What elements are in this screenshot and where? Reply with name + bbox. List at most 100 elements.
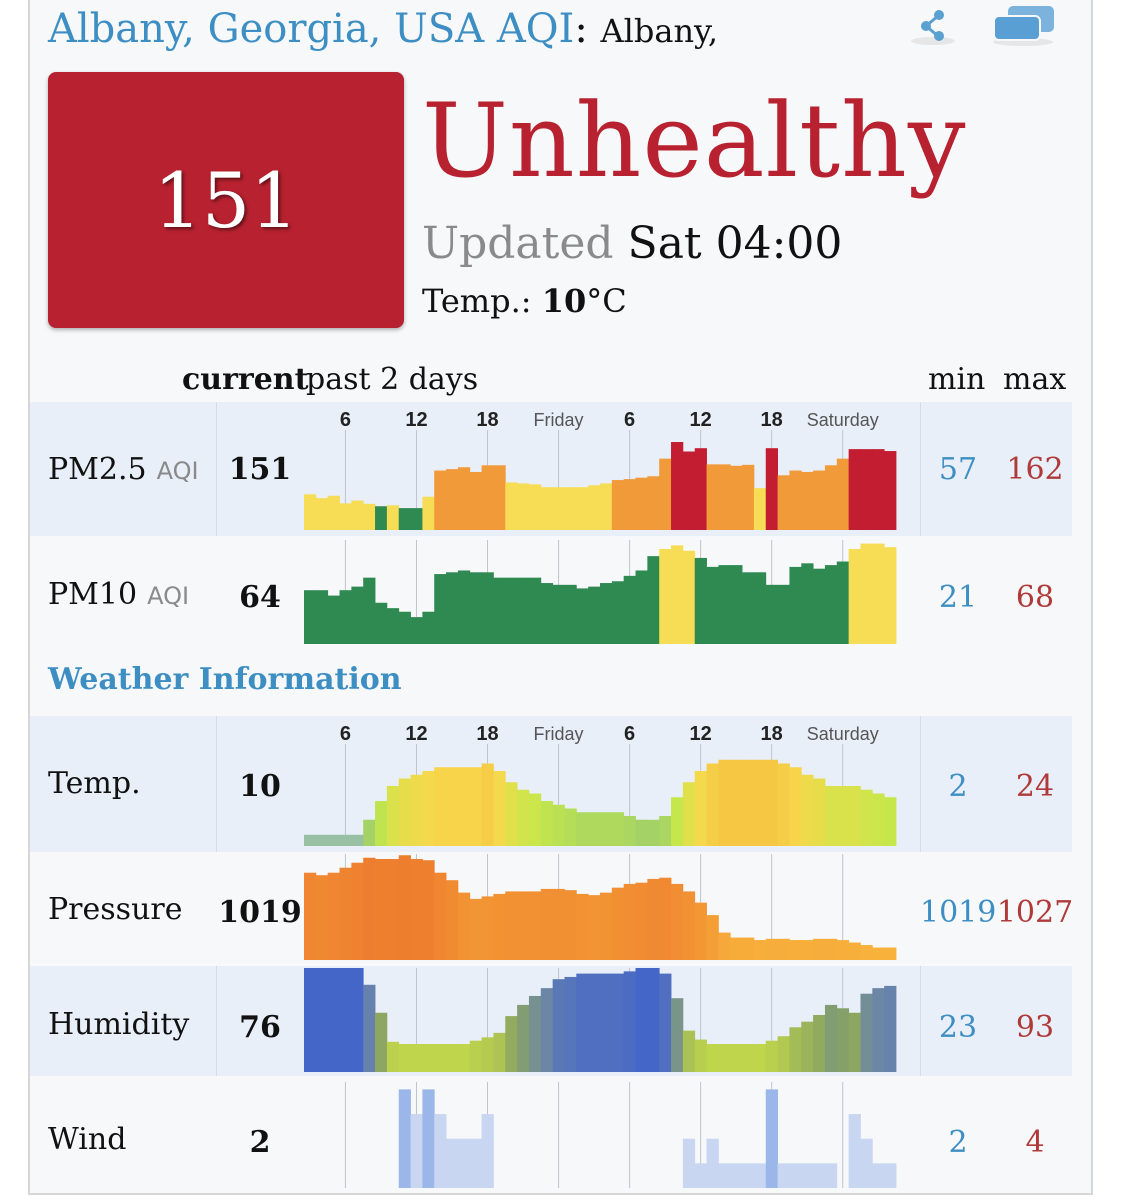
pm10-chart xyxy=(304,540,910,644)
pm10-bar xyxy=(375,602,388,644)
pressure-bar xyxy=(694,902,707,960)
pm25-bar xyxy=(742,464,755,530)
pm10-bar xyxy=(848,548,861,644)
temp-bar xyxy=(824,786,838,846)
pressure-bar xyxy=(742,937,755,960)
temp-bar xyxy=(694,771,707,846)
temp-bar xyxy=(327,834,340,846)
temp-min: 2 xyxy=(948,769,968,804)
wind-bar xyxy=(422,1089,435,1188)
pm25-bar xyxy=(576,487,589,530)
temp-bar xyxy=(528,793,542,846)
pm25-sub: AQI xyxy=(156,457,199,485)
temp-bar xyxy=(315,834,329,846)
pressure-bar xyxy=(777,938,790,960)
temp-bar xyxy=(446,767,459,846)
pm10-bar xyxy=(730,565,743,644)
pm25-axis-label: 18 xyxy=(476,409,498,431)
pressure-bar xyxy=(659,877,672,960)
pressure-min: 1019 xyxy=(920,895,997,930)
temp-bar xyxy=(682,782,696,846)
pressure-chart xyxy=(304,854,910,960)
temp-bar xyxy=(789,767,802,846)
pm10-bar xyxy=(410,617,423,644)
temp-bar xyxy=(339,834,352,846)
pm10-bar xyxy=(540,583,554,644)
pm25-min: 57 xyxy=(938,452,978,487)
humidity-max: 93 xyxy=(1015,1010,1055,1045)
pm25-bar xyxy=(564,487,577,530)
pm25-bar xyxy=(611,480,625,530)
wind-chart xyxy=(304,1082,910,1188)
chat-icon[interactable] xyxy=(988,4,1058,46)
humidity-bar xyxy=(375,1012,388,1072)
aqi-status: Unhealthy xyxy=(422,82,967,201)
pm10-bar xyxy=(457,570,471,644)
pressure-bar xyxy=(872,947,885,960)
humidity-bar xyxy=(339,968,352,1072)
pm10-bar xyxy=(434,574,447,644)
humidity-bar xyxy=(789,1027,802,1072)
pressure-bar xyxy=(813,938,826,960)
pressure-bar xyxy=(718,932,731,960)
temp-axis-label: 6 xyxy=(340,723,351,745)
aqi-value-box: 151 xyxy=(48,72,404,328)
pm10-bar xyxy=(872,543,885,644)
temp-bar xyxy=(540,801,554,846)
pm25-bar xyxy=(528,484,542,530)
pressure-bar xyxy=(765,938,778,960)
pm10-bar xyxy=(801,563,814,644)
pm10-bar xyxy=(552,584,565,644)
pm10-min: 21 xyxy=(938,580,978,615)
pm25-max: 162 xyxy=(1006,452,1064,487)
temperature-line: Temp.: 10°C xyxy=(422,282,627,320)
pm25-bar xyxy=(659,458,672,530)
share-icon[interactable] xyxy=(908,4,958,46)
pressure-bar xyxy=(375,858,388,960)
temp-axis-label: 12 xyxy=(405,723,427,745)
pm10-chart-svg xyxy=(304,540,897,644)
humidity-bar xyxy=(765,1040,778,1072)
pm10-bar xyxy=(753,572,767,644)
pressure-bar xyxy=(848,942,861,960)
pm25-axis-label: 12 xyxy=(690,409,712,431)
humidity-bar xyxy=(860,993,873,1072)
pressure-bar xyxy=(481,896,494,960)
temp-bar xyxy=(351,834,364,846)
pm10-bar xyxy=(659,548,672,644)
pm10-bar xyxy=(884,547,897,644)
humidity-current: 76 xyxy=(239,1010,281,1045)
pm25-chart: 6 12 18 Friday 6 12 18 Saturday xyxy=(304,404,910,530)
city-link[interactable]: Albany, Georgia, USA xyxy=(48,6,485,52)
wind-bar xyxy=(753,1163,767,1188)
humidity-bar xyxy=(635,968,648,1072)
pm25-bar xyxy=(493,465,506,530)
temp-bar xyxy=(517,789,530,846)
pm25-bar xyxy=(635,477,648,530)
pressure-bar xyxy=(540,888,554,960)
wind-bar xyxy=(848,1114,861,1188)
temp-bar xyxy=(730,759,743,846)
temp-bar xyxy=(836,786,850,846)
pm10-bar xyxy=(517,577,530,644)
pm25-bar xyxy=(351,500,364,530)
temp-chart: 6 12 18 Friday 6 12 18 Saturday xyxy=(304,718,910,846)
pm10-bar xyxy=(813,568,826,644)
pm25-bar xyxy=(860,449,873,530)
temp-bar xyxy=(671,797,684,846)
temp-axis-label: 12 xyxy=(690,723,712,745)
pm25-axis-label: Friday xyxy=(534,410,584,430)
pm10-bar xyxy=(363,577,376,644)
humidity-bar xyxy=(351,968,364,1072)
pm10-bar xyxy=(836,561,850,644)
temp-bar xyxy=(576,812,589,846)
pressure-bar xyxy=(789,940,802,960)
pm10-bar xyxy=(706,566,719,644)
pressure-bar xyxy=(600,892,613,960)
temp-bar xyxy=(706,763,719,846)
temp-bar xyxy=(600,812,613,846)
wind-bar xyxy=(434,1114,447,1188)
pm10-bar xyxy=(505,577,518,644)
temp-bar xyxy=(505,782,518,846)
temp-bar xyxy=(552,804,565,846)
